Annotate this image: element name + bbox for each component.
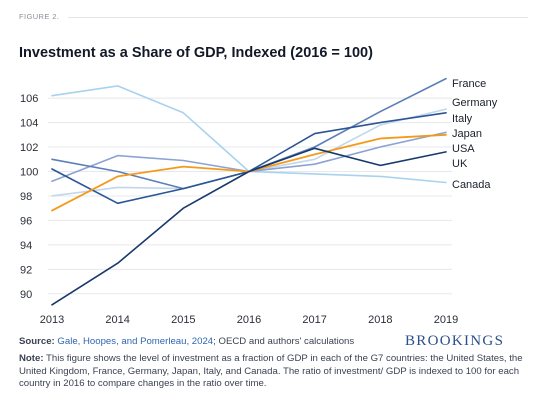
- x-tick-label: 2017: [302, 314, 326, 326]
- figure-divider: [68, 17, 528, 18]
- x-tick-label: 2016: [237, 314, 261, 326]
- y-tick-label: 94: [20, 240, 32, 252]
- y-tick-label: 96: [20, 215, 32, 227]
- note-text: This figure shows the level of investmen…: [19, 353, 523, 390]
- y-tick-label: 100: [20, 166, 38, 178]
- source-link[interactable]: Gale, Hoopes, and Pomerleau, 2024: [57, 336, 214, 347]
- y-tick-label: 106: [20, 93, 38, 105]
- y-tick-label: 92: [20, 264, 32, 276]
- source-line: Source: Gale, Hoopes, and Pomerleau, 202…: [19, 336, 399, 347]
- source-suffix: ; OECD and authors' calculations: [213, 336, 355, 347]
- series-label-france: France: [452, 78, 486, 90]
- series-line-canada: [51, 85, 447, 184]
- note-paragraph: Note: This figure shows the level of inv…: [19, 353, 524, 391]
- chart-title: Investment as a Share of GDP, Indexed (2…: [19, 45, 373, 61]
- series-label-japan: Japan: [452, 128, 482, 140]
- y-tick-label: 90: [20, 289, 32, 301]
- y-tick-label: 104: [20, 118, 38, 130]
- series-label-italy: Italy: [452, 113, 473, 125]
- x-tick-label: 2013: [40, 314, 64, 326]
- x-tick-label: 2018: [368, 314, 392, 326]
- y-tick-label: 98: [20, 191, 32, 203]
- line-chart: 90 92 94 96 98 100 102 104 106 2013 2014 2015 2016 20…: [20, 77, 498, 326]
- x-tick-label: 2019: [434, 314, 458, 326]
- figure-label: FIGURE 2.: [19, 12, 60, 21]
- series-line-uk: [51, 147, 447, 306]
- series-label-uk: UK: [452, 158, 468, 170]
- brookings-logo: BROOKINGS: [405, 333, 505, 349]
- series-line-japan: [51, 131, 447, 183]
- note-prefix: Note:: [19, 353, 44, 364]
- y-tick-label: 102: [20, 142, 38, 154]
- x-tick-label: 2015: [171, 314, 195, 326]
- source-prefix: Source:: [19, 336, 55, 347]
- series-label-germany: Germany: [452, 97, 498, 109]
- x-tick-label: 2014: [105, 314, 129, 326]
- series-label-canada: Canada: [452, 179, 491, 191]
- series-label-usa: USA: [452, 143, 475, 155]
